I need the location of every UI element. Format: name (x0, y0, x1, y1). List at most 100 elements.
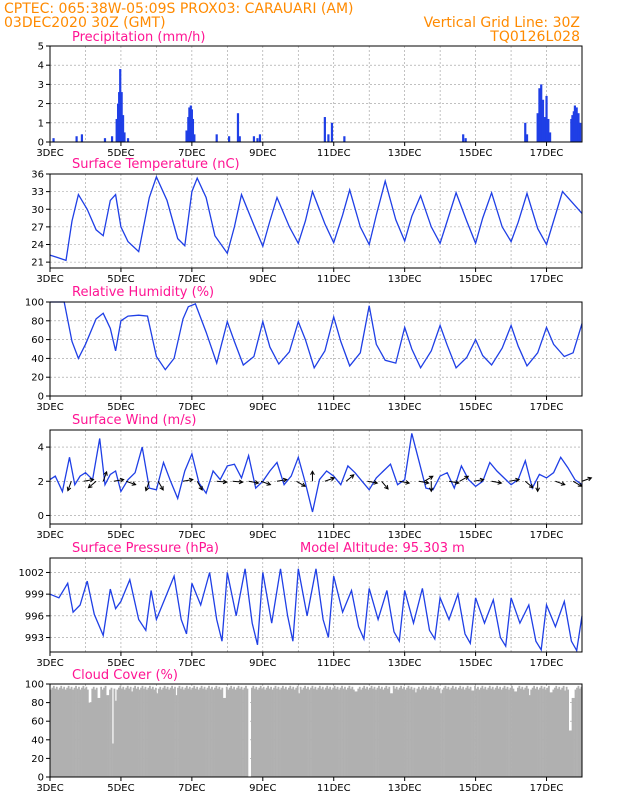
cloud-bar (197, 689, 200, 777)
cloud-bar (392, 685, 395, 777)
cloud-bar (277, 686, 280, 777)
pressure-frame (49, 557, 583, 653)
cloud-bar (317, 687, 320, 777)
cloud-bar (233, 686, 236, 777)
cloud-bar (564, 690, 567, 777)
cloud-bar (457, 687, 460, 777)
cloud-bar (205, 689, 207, 777)
cloud-bar (231, 688, 234, 777)
cloud-bar (355, 691, 358, 777)
cloud-bar (496, 685, 499, 777)
precip-bar (462, 134, 465, 142)
cloud-xtick-label: 3DEC (36, 783, 63, 794)
precip-bar (545, 95, 548, 142)
cloud-bar (115, 700, 117, 777)
cloud-bar (63, 686, 66, 777)
cloud-bar (381, 686, 383, 777)
wind-arrow-head (535, 487, 541, 493)
cloud-bar (151, 686, 154, 777)
cloud-bar (166, 686, 169, 777)
cloud-bar (389, 693, 392, 777)
cloud-bar (141, 685, 144, 777)
wind-ytick-label: 2 (38, 477, 44, 488)
wind-arrow-head (89, 477, 95, 483)
cloud-bar (512, 688, 515, 777)
cloud-bar (401, 688, 404, 777)
cloud-bar (295, 687, 298, 777)
humidity-ytick-label: 0 (38, 392, 44, 403)
cloud-bar (404, 689, 407, 777)
cloud-bar (150, 688, 153, 777)
cloud-ytick-label: 40 (31, 735, 44, 746)
wind-arrow (276, 479, 287, 482)
cloud-bar (258, 687, 261, 777)
cloud-bar (462, 686, 465, 777)
cloud-bar (60, 685, 63, 777)
pressure-xtick-label: 15DEC (459, 658, 493, 669)
precip-bar (228, 136, 231, 142)
precip-bar (464, 138, 467, 142)
cloud-xtick-label: 9DEC (249, 783, 276, 794)
wind-arrow-head (144, 486, 150, 492)
cloud-bar (313, 688, 315, 777)
cloud-bar (474, 685, 476, 777)
cloud-bar (491, 686, 494, 777)
cloud-bar (183, 689, 185, 777)
wind-frame (49, 429, 583, 525)
cloud-bar (370, 685, 373, 777)
wind-arrow-head (479, 477, 485, 483)
pressure-title: Surface Pressure (hPa) (72, 541, 219, 556)
humidity-ytick-label: 20 (31, 373, 44, 384)
cloud-bar (451, 685, 454, 777)
temp-xtick-label: 13DEC (388, 274, 422, 285)
cloud-bar (321, 686, 324, 777)
cloud-bar (511, 685, 513, 777)
wind-arrow (157, 481, 164, 491)
cloud-bar (413, 687, 416, 777)
cloud-bar (95, 687, 98, 777)
wind-arrow-head (310, 470, 315, 476)
cloud-bar (316, 689, 318, 777)
humidity-title: Relative Humidity (%) (72, 285, 214, 300)
wind-arrow (88, 480, 97, 489)
cloud-bar (94, 689, 97, 777)
cloud-bar (567, 689, 569, 777)
temp-frame (49, 173, 583, 269)
wind-arrow (423, 475, 434, 482)
cloud-bar (482, 688, 485, 777)
wind-arrow-head (497, 480, 503, 485)
wind-xtick-label: 3DEC (36, 530, 63, 541)
wind-arrow (399, 480, 410, 484)
cloud-bar (228, 687, 231, 777)
wind-panel: 0 2 4 3DEC 5DEC 7DEC 9DEC 11DEC 13DEC 15DEC 17DEC (36, 429, 593, 541)
cloud-bar (514, 691, 516, 777)
wind-arrow (448, 480, 459, 484)
cloud-bar (344, 686, 346, 777)
precip-bar (52, 138, 55, 142)
cloud-xtick-label: 7DEC (178, 783, 205, 794)
cloud-bar (403, 686, 405, 777)
wind-arrow-head (131, 481, 137, 486)
cloud-bar (555, 685, 558, 777)
cloud-bar (534, 688, 537, 777)
cloud-bar (484, 686, 487, 777)
cloud-bar (318, 685, 321, 777)
cloud-bar (415, 692, 417, 777)
wind-xtick-label: 11DEC (317, 530, 351, 541)
cloud-bar (531, 687, 534, 777)
cloud-bar (97, 697, 100, 777)
cloud-bar (488, 685, 491, 777)
humidity-ytick-label: 100 (25, 298, 44, 309)
humidity-xtick-label: 7DEC (178, 402, 205, 413)
cloud-bar (117, 687, 120, 777)
precip-bar (543, 117, 546, 142)
humidity-frame (49, 301, 583, 397)
precip-xtick-label: 7DEC (178, 148, 205, 159)
cloud-bar (85, 686, 88, 777)
cloud-bar (540, 685, 543, 777)
cloud-bar (128, 688, 131, 777)
precip-bar (548, 132, 552, 142)
temp-xtick-label: 11DEC (317, 274, 351, 285)
cloud-bar (386, 688, 389, 777)
cloud-bar (521, 686, 524, 777)
